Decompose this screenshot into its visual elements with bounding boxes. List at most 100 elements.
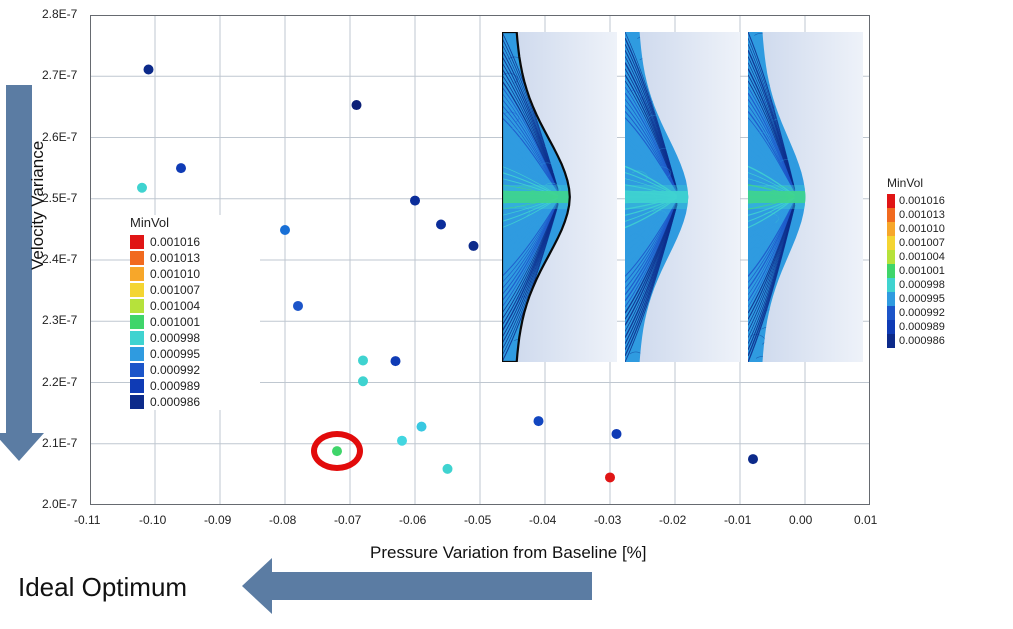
legend-swatch [130, 347, 144, 361]
legend-row: 0.000989 [887, 320, 997, 334]
legend-value: 0.000989 [899, 321, 945, 333]
legend-swatch [887, 222, 895, 236]
legend-value: 0.001007 [150, 283, 200, 297]
legend-row: 0.000986 [887, 334, 997, 348]
x-tick-label: 0.00 [789, 513, 812, 527]
legend-row: 0.001010 [887, 222, 997, 236]
x-tick-label: -0.06 [399, 513, 426, 527]
legend-row: 0.000986 [130, 394, 260, 410]
legend-value: 0.000998 [899, 279, 945, 291]
legend-swatch [887, 208, 895, 222]
y-tick-label: 2.5E-7 [42, 191, 77, 205]
x-tick-label: -0.07 [334, 513, 361, 527]
legend-value: 0.000992 [150, 363, 200, 377]
legend-swatch [887, 236, 895, 250]
legend-row: 0.000989 [130, 378, 260, 394]
y-tick-label: 2.7E-7 [42, 68, 77, 82]
legend-swatch [887, 334, 895, 348]
legend-value: 0.001001 [899, 265, 945, 277]
legend-value: 0.000995 [899, 293, 945, 305]
x-tick-label: -0.09 [204, 513, 231, 527]
legend-value: 0.001004 [899, 251, 945, 263]
legend-value: 0.001007 [899, 237, 945, 249]
legend-value: 0.000995 [150, 347, 200, 361]
legend-value: 0.000986 [899, 335, 945, 347]
legend-swatch [887, 194, 895, 208]
minvol-legend-title: MinVol [130, 215, 260, 230]
x-axis-title: Pressure Variation from Baseline [%] [370, 543, 647, 563]
legend-value: 0.001001 [150, 315, 200, 329]
x-tick-label: -0.01 [724, 513, 751, 527]
x-tick-label: -0.03 [594, 513, 621, 527]
arrow-left-icon [272, 572, 592, 600]
y-axis-title: Velocity Variance [28, 141, 48, 270]
legend-swatch [130, 235, 144, 249]
legend-row: 0.000998 [887, 278, 997, 292]
x-tick-label: -0.08 [269, 513, 296, 527]
legend-swatch [887, 306, 895, 320]
legend-row: 0.001007 [130, 282, 260, 298]
legend-row: 0.001016 [887, 194, 997, 208]
legend-value: 0.001010 [899, 223, 945, 235]
legend-value: 0.001004 [150, 299, 200, 313]
x-tick-label: -0.05 [464, 513, 491, 527]
y-tick-label: 2.8E-7 [42, 7, 77, 21]
legend-value: 0.001013 [899, 209, 945, 221]
legend-row: 0.001007 [887, 236, 997, 250]
legend-swatch [130, 363, 144, 377]
legend-swatch [887, 278, 895, 292]
legend-row: 0.001004 [887, 250, 997, 264]
y-tick-label: 2.4E-7 [42, 252, 77, 266]
legend-row: 0.000998 [130, 330, 260, 346]
legend-row: 0.000995 [887, 292, 997, 306]
legend-swatch [887, 320, 895, 334]
legend-swatch [130, 331, 144, 345]
ideal-optimum-label: Ideal Optimum [18, 572, 187, 603]
legend-swatch [130, 267, 144, 281]
legend-value: 0.001016 [150, 235, 200, 249]
legend-swatch [130, 299, 144, 313]
legend-value: 0.001013 [150, 251, 200, 265]
y-tick-label: 2.1E-7 [42, 436, 77, 450]
legend-swatch [130, 379, 144, 393]
legend-swatch [130, 315, 144, 329]
legend-swatch [130, 395, 144, 409]
inset-panel-2 [748, 32, 863, 362]
x-tick-label: -0.10 [139, 513, 166, 527]
y-tick-label: 2.6E-7 [42, 130, 77, 144]
minvol-bar-legend: MinVol 0.001016 0.001013 0.001010 0.001007 0… [887, 176, 997, 348]
x-tick-label: -0.04 [529, 513, 556, 527]
inset-panel-1 [625, 32, 740, 362]
legend-swatch [887, 292, 895, 306]
legend-swatch [887, 264, 895, 278]
x-tick-label: 0.01 [854, 513, 877, 527]
y-tick-label: 2.2E-7 [42, 375, 77, 389]
legend-value: 0.000989 [150, 379, 200, 393]
y-tick-label: 2.3E-7 [42, 313, 77, 327]
legend-row: 0.000992 [887, 306, 997, 320]
inset-panel-0 [502, 32, 617, 362]
y-tick-label: 2.0E-7 [42, 497, 77, 511]
scatter-plot: MinVol 0.001016 0.001013 0.001010 0.001007 0… [90, 15, 870, 505]
x-tick-label: -0.02 [659, 513, 686, 527]
legend-swatch [887, 250, 895, 264]
legend-row: 0.000995 [130, 346, 260, 362]
legend-row: 0.001004 [130, 298, 260, 314]
minvol-bar-legend-title: MinVol [887, 176, 997, 190]
x-tick-label: -0.11 [74, 513, 100, 527]
legend-row: 0.001016 [130, 234, 260, 250]
legend-row: 0.001001 [887, 264, 997, 278]
legend-value: 0.000986 [150, 395, 200, 409]
legend-value: 0.001016 [899, 195, 945, 207]
legend-value: 0.001010 [150, 267, 200, 281]
legend-row: 0.000992 [130, 362, 260, 378]
legend-value: 0.000992 [899, 307, 945, 319]
legend-row: 0.001010 [130, 266, 260, 282]
minvol-legend: MinVol 0.001016 0.001013 0.001010 0.001007 0… [130, 215, 260, 410]
legend-row: 0.001013 [887, 208, 997, 222]
legend-row: 0.001013 [130, 250, 260, 266]
legend-swatch [130, 283, 144, 297]
highlight-circle-icon [311, 431, 363, 471]
legend-value: 0.000998 [150, 331, 200, 345]
legend-row: 0.001001 [130, 314, 260, 330]
